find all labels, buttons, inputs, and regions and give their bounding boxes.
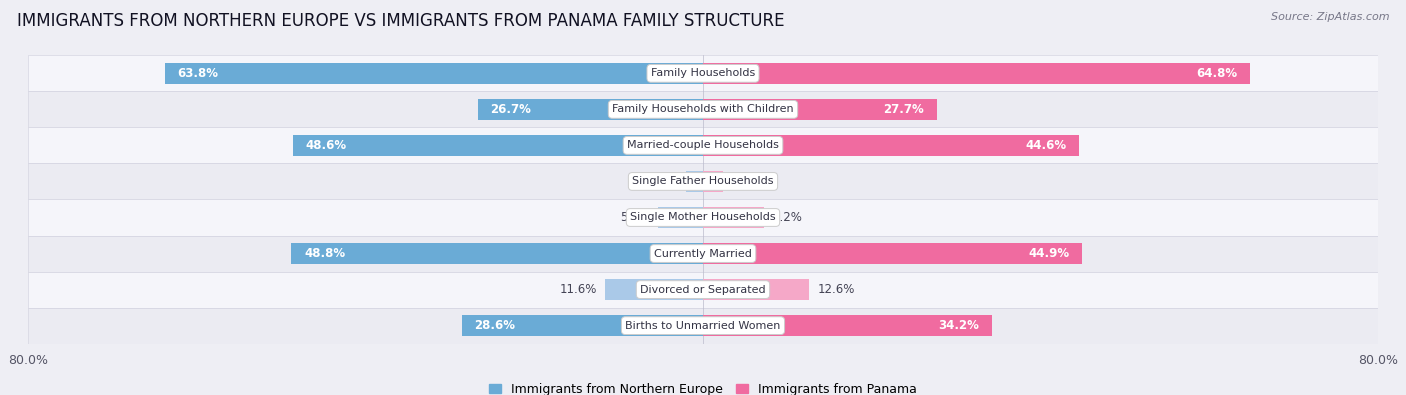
Bar — [703, 207, 763, 228]
Text: Single Father Households: Single Father Households — [633, 177, 773, 186]
Text: 7.2%: 7.2% — [772, 211, 801, 224]
Bar — [703, 279, 810, 300]
Bar — [703, 99, 936, 120]
Bar — [658, 207, 703, 228]
Text: Divorced or Separated: Divorced or Separated — [640, 284, 766, 295]
Bar — [28, 308, 1378, 344]
Text: 48.8%: 48.8% — [304, 247, 344, 260]
Legend: Immigrants from Northern Europe, Immigrants from Panama: Immigrants from Northern Europe, Immigra… — [484, 378, 922, 395]
Bar — [28, 272, 1378, 308]
Text: 63.8%: 63.8% — [177, 67, 218, 80]
Text: IMMIGRANTS FROM NORTHERN EUROPE VS IMMIGRANTS FROM PANAMA FAMILY STRUCTURE: IMMIGRANTS FROM NORTHERN EUROPE VS IMMIG… — [17, 12, 785, 30]
Bar — [703, 63, 1250, 84]
Text: 2.4%: 2.4% — [731, 175, 762, 188]
Bar — [703, 315, 991, 336]
Text: Source: ZipAtlas.com: Source: ZipAtlas.com — [1271, 12, 1389, 22]
Bar — [28, 128, 1378, 164]
Bar — [291, 243, 703, 264]
Text: Family Households: Family Households — [651, 68, 755, 78]
Text: 64.8%: 64.8% — [1197, 67, 1237, 80]
Bar — [28, 199, 1378, 235]
Text: 26.7%: 26.7% — [491, 103, 531, 116]
Bar — [686, 171, 703, 192]
Text: Family Households with Children: Family Households with Children — [612, 104, 794, 115]
Bar — [461, 315, 703, 336]
Text: Births to Unmarried Women: Births to Unmarried Women — [626, 321, 780, 331]
Bar — [292, 135, 703, 156]
Text: 44.6%: 44.6% — [1025, 139, 1067, 152]
Text: Married-couple Households: Married-couple Households — [627, 140, 779, 150]
Bar — [28, 55, 1378, 91]
Bar — [478, 99, 703, 120]
Text: 48.6%: 48.6% — [305, 139, 347, 152]
Bar — [28, 91, 1378, 128]
Text: 2.0%: 2.0% — [648, 175, 678, 188]
Text: 28.6%: 28.6% — [474, 319, 516, 332]
Text: 44.9%: 44.9% — [1028, 247, 1069, 260]
Text: 27.7%: 27.7% — [883, 103, 924, 116]
Bar — [605, 279, 703, 300]
Bar — [703, 243, 1081, 264]
Text: 5.3%: 5.3% — [620, 211, 650, 224]
Bar — [28, 164, 1378, 199]
Text: 11.6%: 11.6% — [560, 283, 596, 296]
Text: 34.2%: 34.2% — [938, 319, 979, 332]
Text: Currently Married: Currently Married — [654, 248, 752, 259]
Bar — [703, 135, 1080, 156]
Text: 12.6%: 12.6% — [818, 283, 855, 296]
Bar — [28, 235, 1378, 272]
Bar — [165, 63, 703, 84]
Bar — [703, 171, 723, 192]
Text: Single Mother Households: Single Mother Households — [630, 213, 776, 222]
